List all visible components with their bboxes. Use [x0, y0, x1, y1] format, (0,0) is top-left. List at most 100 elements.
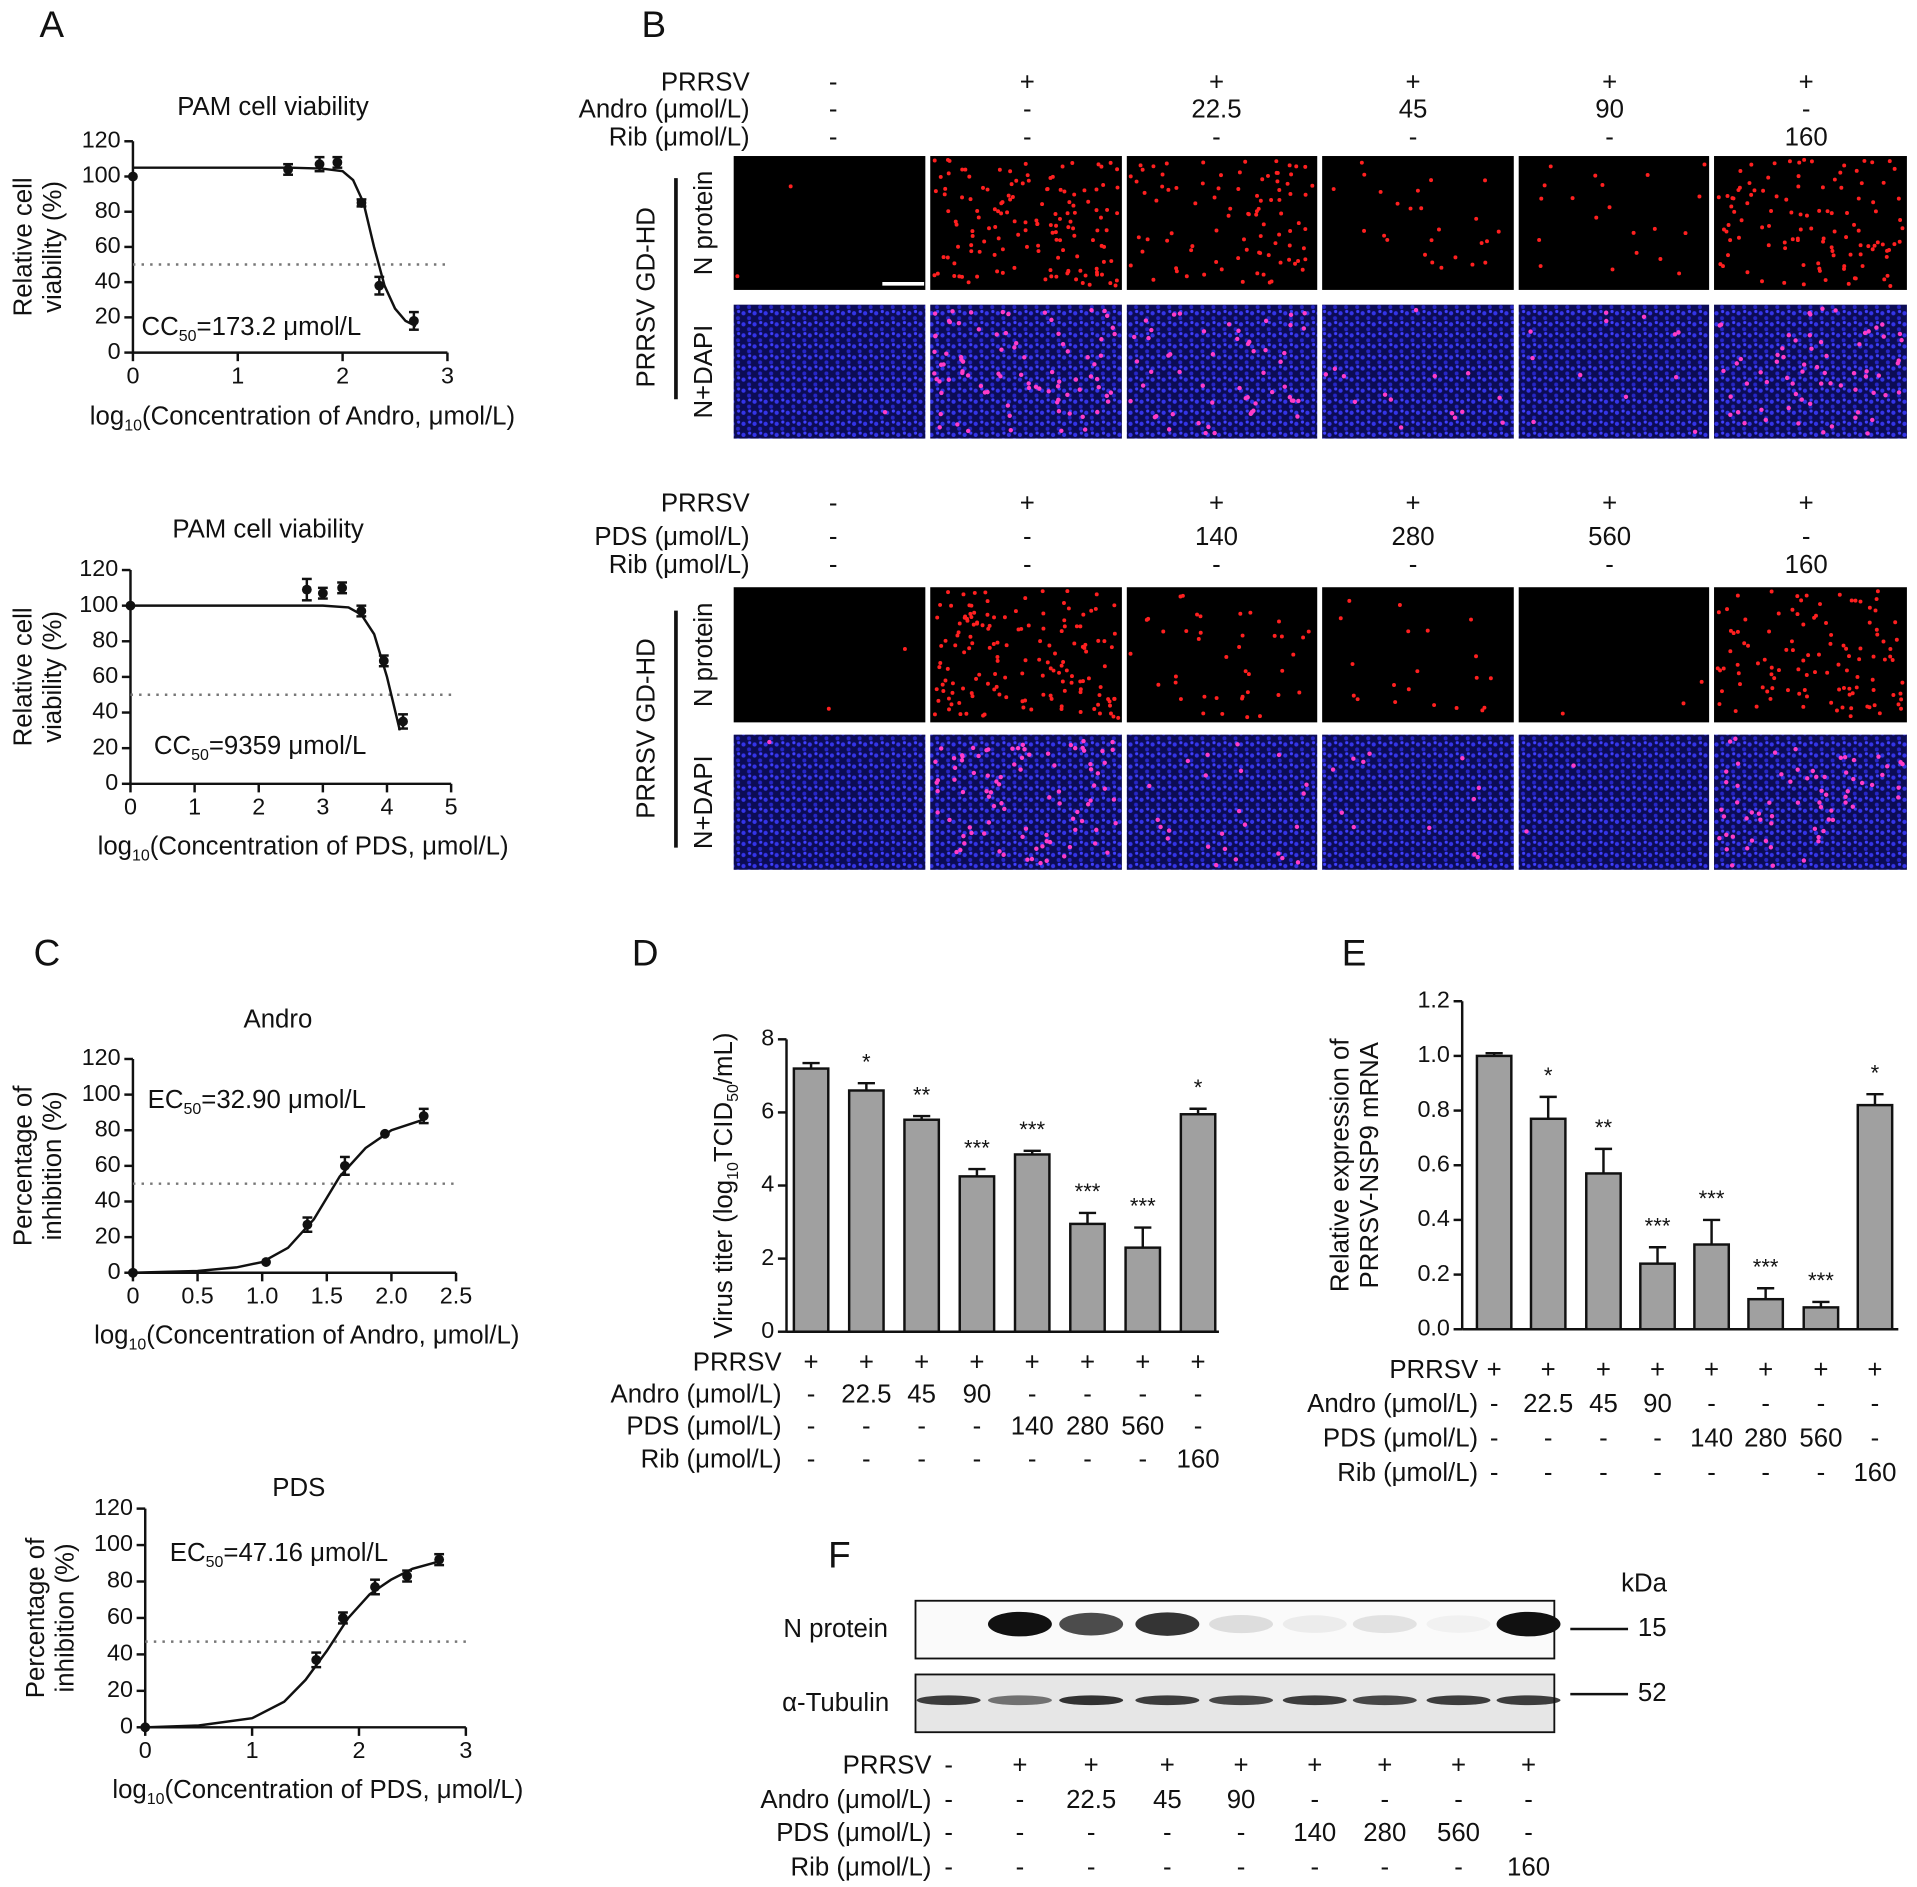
cell-dot: [963, 167, 968, 172]
cell-dot: [1033, 384, 1039, 389]
cell-dot: [1108, 160, 1113, 165]
cell-dot: [1060, 342, 1066, 347]
cell-dot: [1166, 427, 1172, 432]
significance: ***: [1753, 1254, 1779, 1279]
cell-dot: [1075, 254, 1080, 259]
bar: [1747, 1297, 1785, 1331]
condition-cell: +: [1020, 490, 1035, 518]
cell-dot: [1755, 661, 1760, 666]
cell-dot: [1814, 364, 1820, 370]
condition-label: Rib (μmol/L): [1337, 1459, 1478, 1487]
cell-dot: [992, 252, 997, 257]
cell-dot: [945, 255, 950, 260]
cell-dot: [1474, 216, 1479, 221]
cell-dot: [1524, 829, 1529, 834]
cell-dot: [1149, 327, 1154, 333]
cell-dot: [1065, 392, 1070, 398]
band-label: α-Tubulin: [782, 1689, 889, 1717]
cell-dot: [1652, 226, 1657, 231]
cell-dot: [1774, 359, 1780, 364]
cell-dot: [1301, 326, 1307, 331]
x-axis-label: log10(Concentration of Andro, μmol/L): [90, 403, 515, 435]
condition-cell: +: [1602, 68, 1617, 96]
cell-dot: [1054, 274, 1059, 279]
cell-dot: [1784, 375, 1790, 381]
cell-dot: [967, 825, 973, 830]
cell-dot: [1112, 631, 1117, 636]
cell-dot: [1093, 606, 1098, 611]
cell-dot: [1673, 374, 1679, 380]
condition-cell: -: [1802, 523, 1811, 551]
cell-dot: [1870, 417, 1875, 423]
data-point: [402, 1571, 412, 1581]
cell-dot: [1829, 700, 1834, 705]
cell-dot: [1044, 839, 1049, 844]
cell-dot: [968, 611, 973, 616]
cell-dot: [1896, 795, 1901, 800]
cell-dot: [1201, 711, 1206, 716]
annotation-part: 50: [184, 1100, 202, 1117]
condition-cell: -: [944, 1751, 953, 1779]
cell-dot: [1783, 246, 1788, 251]
data-point: [434, 1554, 445, 1565]
y-tick-label: 0.8: [1417, 1096, 1449, 1122]
cell-dot: [1023, 658, 1028, 663]
condition-label: PDS (μmol/L): [594, 523, 749, 551]
y-tick-label: 0: [108, 1258, 121, 1284]
cell-dot: [788, 184, 793, 189]
cell-dot: [1482, 705, 1487, 710]
cell-dot: [1839, 185, 1844, 190]
cell-dot: [1112, 331, 1117, 337]
significance: *: [1194, 1075, 1203, 1100]
x-axis-label-part: (Concentration of Andro, μmol/L): [146, 1321, 519, 1349]
cell-dot: [1013, 609, 1018, 614]
condition-cell: +: [1867, 1356, 1882, 1384]
cell-dot: [1054, 400, 1060, 405]
cell-dot: [1040, 844, 1045, 849]
y-tick-label: 0.2: [1417, 1260, 1449, 1286]
y-axis-label-part: /mL): [710, 1033, 738, 1085]
cell-dot: [1796, 421, 1801, 426]
cell-dot: [1818, 804, 1824, 810]
bar: [1179, 1113, 1217, 1333]
cell-dot: [959, 357, 964, 362]
cell-dot: [1692, 429, 1698, 435]
cell-dot: [1406, 687, 1411, 692]
y-tick-label: 20: [95, 303, 121, 329]
cell-dot: [1752, 188, 1757, 193]
cell-dot: [1429, 178, 1434, 183]
cell-dot: [1000, 270, 1005, 275]
cell-dot: [1593, 173, 1598, 178]
cell-dot: [1756, 811, 1762, 816]
data-point: [125, 600, 136, 611]
cell-dot: [902, 646, 907, 651]
cell-dot: [1151, 164, 1156, 169]
cell-dot: [1472, 852, 1477, 857]
x-axis-label-part: (Concentration of PDS, μmol/L): [165, 1776, 524, 1804]
cell-dot: [1845, 211, 1849, 215]
cell-dot: [1029, 707, 1034, 712]
cell-dot: [1804, 213, 1809, 218]
cell-dot: [1051, 668, 1056, 673]
cell-dot: [932, 158, 937, 163]
cell-dot: [1202, 694, 1207, 699]
cell-dot: [1872, 243, 1877, 248]
cell-dot: [1790, 381, 1795, 386]
condition-cell: -: [1138, 1446, 1147, 1474]
cell-dot: [1528, 329, 1533, 334]
cell-dot: [952, 274, 957, 278]
unit-label: kDa: [1621, 1570, 1668, 1598]
cell-dot: [1108, 390, 1114, 395]
condition-cell: -: [1237, 1853, 1246, 1881]
data-point: [140, 1722, 151, 1733]
cell-dot: [1864, 369, 1869, 374]
condition-cell: -: [1083, 1446, 1092, 1474]
y-axis-label: Relative cell: [10, 177, 38, 316]
cell-dot: [1801, 622, 1806, 627]
cell-dot: [1161, 629, 1166, 634]
data-point: [339, 1160, 350, 1171]
cell-dot: [933, 333, 938, 338]
cell-dot: [1275, 170, 1280, 175]
cell-dot: [1844, 235, 1849, 240]
cell-dot: [1822, 370, 1827, 376]
